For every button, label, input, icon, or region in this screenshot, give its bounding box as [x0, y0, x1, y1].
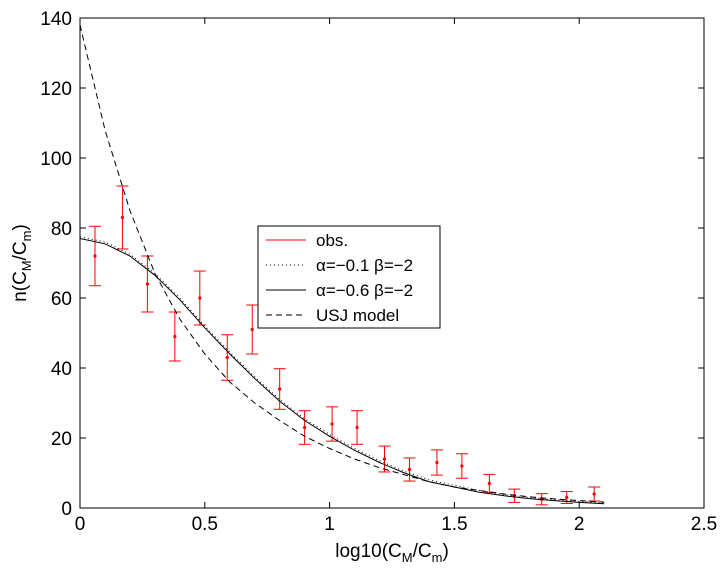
data-point [93, 254, 97, 258]
data-point [303, 425, 307, 430]
data-point [435, 460, 439, 465]
data-point [565, 495, 569, 500]
y-tick-label: 40 [51, 359, 72, 380]
y-tick-label: 140 [40, 9, 72, 30]
axis-ticks [79, 17, 705, 509]
legend-label-alpha-01: α=−0.1 β=−2 [316, 256, 413, 275]
y-tick-label: 80 [51, 219, 72, 240]
series-line-2 [79, 238, 605, 505]
y-tick-label: 20 [51, 429, 72, 450]
data-point [592, 492, 596, 496]
data-point [355, 425, 359, 430]
data-point [460, 464, 464, 468]
series-layer [79, 24, 605, 506]
x-tick-label: 0 [75, 514, 86, 535]
x-tick-label: 2.5 [691, 514, 717, 535]
data-point [250, 327, 254, 332]
data-point [382, 457, 387, 461]
data-point [407, 467, 412, 472]
y-tick-label: 100 [40, 149, 72, 170]
series-line-3 [79, 24, 605, 503]
x-tick-label: 2 [574, 514, 585, 535]
y-axis-label: n(CM/Cm) [10, 224, 34, 302]
data-point [330, 422, 334, 426]
x-tick-labels: 0 0.5 1 1.5 2 2.5 [75, 514, 718, 535]
x-tick-label: 1 [324, 514, 335, 535]
legend-box [257, 225, 441, 329]
x-tick-label: 0.5 [192, 514, 218, 535]
data-point [173, 334, 177, 339]
x-axis-label: log10(CM/Cm) [335, 541, 449, 565]
data-point [145, 282, 149, 286]
data-point [120, 215, 125, 220]
legend-label-obs: obs. [316, 231, 348, 250]
y-tick-labels: 0 20 40 60 80 100 120 140 [40, 9, 72, 520]
y-tick-label: 120 [40, 79, 72, 100]
data-point [198, 296, 202, 300]
legend-label-alpha-06: α=−0.6 β=−2 [316, 281, 413, 300]
data-point [487, 481, 491, 486]
y-tick-label: 0 [61, 499, 72, 520]
legend-label-usj: USJ model [316, 306, 399, 325]
data-point [225, 355, 229, 360]
y-tick-label: 60 [51, 289, 72, 310]
data-point [278, 387, 282, 391]
legend: obs. α=−0.1 β=−2 α=−0.6 β=−2 USJ model [257, 225, 441, 329]
x-tick-label: 1.5 [441, 514, 467, 535]
